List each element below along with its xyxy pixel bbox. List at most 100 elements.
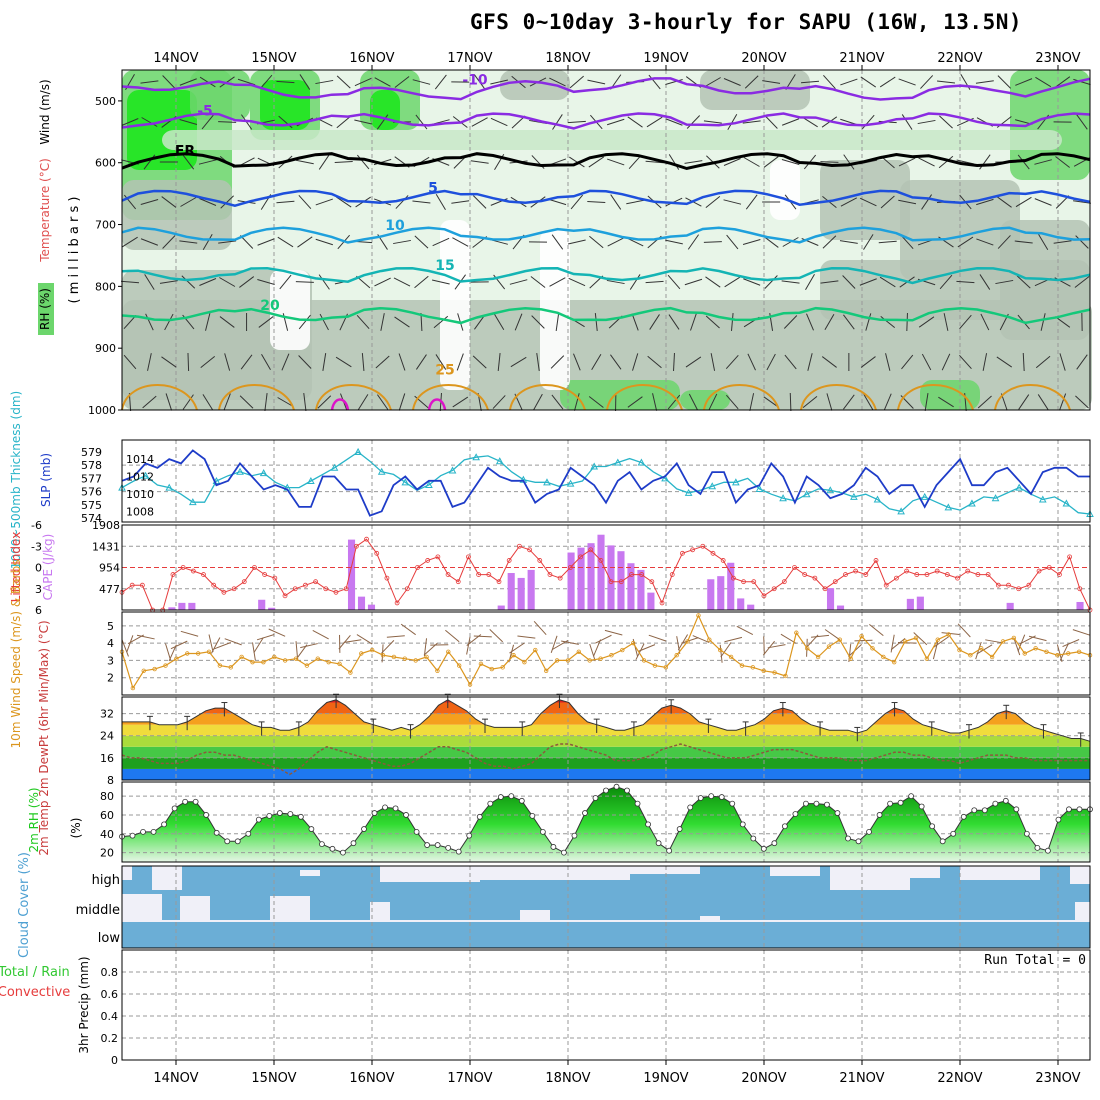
wind-speed-point xyxy=(1066,651,1071,656)
li-point xyxy=(211,582,217,588)
wind-barb xyxy=(723,78,741,86)
rh2m-point xyxy=(561,849,567,856)
wind-barb xyxy=(319,313,329,331)
cloud-gap-area xyxy=(180,896,210,920)
temp-contour xyxy=(121,226,1091,244)
y-tick-slp: 1008 xyxy=(126,505,154,518)
y-tick-precip: 0.2 xyxy=(101,1032,119,1045)
wind-speed-point xyxy=(522,659,527,665)
wind-barb xyxy=(898,78,916,86)
wind-barb xyxy=(764,275,778,289)
li-point xyxy=(303,582,308,588)
wind-barb xyxy=(219,316,235,328)
cape-bar xyxy=(607,545,615,610)
y-label-thickness: 1000~500mb Thickness (dm) xyxy=(9,391,23,569)
wind-barb xyxy=(941,353,951,371)
wind-speed-point xyxy=(696,613,701,618)
wind-barb xyxy=(843,314,855,330)
li-point xyxy=(221,589,227,595)
wind-barb xyxy=(901,114,913,130)
li-point xyxy=(1067,554,1073,560)
y-tick-precip: 0 xyxy=(111,1054,118,1067)
wind-barb-10m xyxy=(719,644,723,663)
li-cape-border xyxy=(121,524,1091,611)
li-point xyxy=(445,572,451,577)
wind-barb xyxy=(492,395,506,409)
y-tick-thickness: 577 xyxy=(81,472,102,485)
wind-barb xyxy=(1055,156,1070,168)
wind-barb xyxy=(863,234,874,250)
wind-barb xyxy=(376,114,389,130)
cape-bar xyxy=(367,604,376,610)
temp-contour-25 xyxy=(800,384,877,411)
li-point xyxy=(578,554,583,560)
temp-contour-25 xyxy=(121,384,198,411)
wind-barb xyxy=(240,354,253,370)
rh2m-point xyxy=(655,840,662,847)
wind-barb xyxy=(1076,354,1088,370)
wind-barb xyxy=(551,394,564,410)
wind-barb xyxy=(731,312,734,332)
li-point xyxy=(669,572,675,577)
rh2m-point xyxy=(645,821,651,828)
rh2m-point xyxy=(887,800,893,807)
wind-barb xyxy=(840,197,858,207)
rh-shade-area xyxy=(370,90,400,130)
wind-speed-point xyxy=(337,661,342,667)
rh2m-point xyxy=(213,829,220,836)
cape-bar xyxy=(258,599,266,610)
wind-barb xyxy=(862,114,875,130)
wind-barb xyxy=(295,281,314,283)
wind-barb-10m xyxy=(312,630,329,640)
li-point xyxy=(252,565,257,570)
y-label-temperature: Temperature (°C) xyxy=(38,158,52,263)
wind-barb xyxy=(708,393,718,411)
rh2m-point xyxy=(1002,797,1009,804)
wind-barb xyxy=(684,278,703,286)
wind-barb xyxy=(726,394,739,410)
temp-contour-label: -10 xyxy=(462,73,488,89)
wind-barb xyxy=(552,114,563,130)
rh2m-point xyxy=(708,793,715,800)
wind-barb xyxy=(435,354,447,370)
cape-bar xyxy=(188,602,196,610)
thickness-point xyxy=(802,490,811,498)
wind-barb xyxy=(121,118,139,126)
date-label-bottom: 15NOV xyxy=(251,1071,296,1086)
cape-bar xyxy=(587,543,595,610)
wind-barb xyxy=(607,237,624,247)
wind-speed-point xyxy=(369,647,375,653)
rh-shade-area xyxy=(900,180,1020,280)
wind-barb xyxy=(295,159,314,165)
wind-speed-point xyxy=(902,639,908,644)
wind-barb xyxy=(975,80,994,84)
wind-barb-10m xyxy=(890,637,906,651)
upper-air-border xyxy=(121,69,1091,411)
wind-barb xyxy=(202,233,213,251)
rh2m-point xyxy=(1013,806,1020,813)
y-tick-slp: 1010 xyxy=(126,488,154,501)
wind-barb xyxy=(594,312,598,332)
li-point xyxy=(955,575,960,581)
li-point xyxy=(629,572,634,577)
wind-barb xyxy=(863,393,874,411)
wind-barb xyxy=(1073,200,1091,204)
rh2m-point xyxy=(624,787,630,794)
wind-barb xyxy=(704,77,721,87)
rh2m-point xyxy=(929,823,936,830)
cloud-gap-area xyxy=(300,870,320,876)
cloud-border xyxy=(121,865,1091,949)
wind-barb xyxy=(939,274,953,290)
wind-barb xyxy=(298,314,311,330)
li-point xyxy=(139,582,145,588)
rh2m-point xyxy=(455,848,462,855)
rh-shade-area xyxy=(1010,70,1090,180)
y-label-wind: Wind (m/s) xyxy=(38,79,52,144)
cape-bar xyxy=(647,592,655,610)
rh2m-point xyxy=(171,805,178,812)
wind-barb xyxy=(781,159,800,165)
wind-barb xyxy=(1038,234,1049,250)
wind-barb xyxy=(918,157,935,167)
wind-barb-10m xyxy=(635,643,645,660)
li-point xyxy=(1057,572,1062,577)
